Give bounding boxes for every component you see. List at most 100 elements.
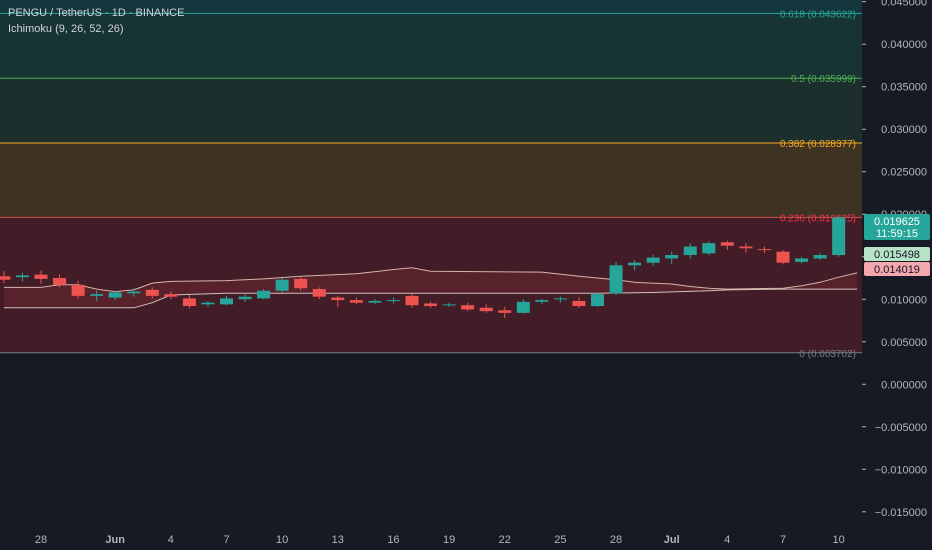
fib-zones (0, 0, 862, 353)
candle-body-11 (201, 302, 215, 305)
candle-body-13 (238, 296, 252, 300)
candles (0, 215, 846, 318)
candle-body-7 (127, 291, 141, 294)
fib-label-0.236: 0.236 (0.019625) (780, 213, 856, 224)
y-tick-label-9: 0.000000 (881, 379, 927, 391)
x-tick-label-2: 4 (168, 534, 174, 546)
candle-body-45 (832, 217, 846, 256)
x-tick-label-11: Jul (664, 534, 680, 546)
candle-body-0 (0, 276, 11, 280)
x-tick-label-6: 16 (387, 534, 399, 546)
cloud-upper-line (3, 267, 858, 293)
candle-body-15 (275, 279, 289, 291)
fib-zone-2 (0, 78, 862, 144)
x-tick-label-0: 28 (35, 534, 47, 546)
candle-body-27 (498, 310, 512, 313)
chart-symbol-title: PENGU / TetherUS · 1D · BINANCE (8, 7, 185, 19)
candle-body-44 (813, 255, 827, 259)
cloud-lower-line (3, 288, 858, 309)
candle-body-1 (15, 275, 29, 278)
x-tick-label-12: 4 (724, 534, 730, 546)
candle-body-20 (368, 300, 382, 303)
ichimoku-cloud (3, 267, 858, 309)
price-badge-2 (864, 262, 930, 276)
y-tick-label-2: 0.035000 (881, 82, 927, 94)
candle-body-12 (220, 298, 233, 305)
candle-body-17 (312, 289, 326, 297)
fib-label-0.5: 0.5 (0.035999) (791, 74, 856, 85)
candle-body-6 (108, 292, 122, 298)
candle-body-35 (646, 257, 660, 263)
candle-body-10 (182, 298, 196, 307)
y-tick-label-10: −0.005000 (875, 422, 927, 434)
candle-body-3 (53, 278, 67, 285)
candle-body-5 (90, 294, 104, 296)
candle-body-41 (757, 249, 771, 251)
candle-body-24 (442, 304, 456, 306)
fib-lines: 0.618 (0.043622) 0.5 (0.035999) 0.382 (0.0… (0, 9, 862, 360)
candle-body-28 (516, 301, 530, 313)
price-badge-sub-0: 11:59:15 (876, 228, 918, 240)
price-badge-1 (864, 247, 930, 261)
y-tick-label-4: 0.025000 (881, 167, 927, 179)
candle-body-21 (386, 300, 400, 302)
x-tick-label-8: 22 (499, 534, 511, 546)
candle-body-14 (257, 290, 271, 299)
x-tick-label-10: 28 (610, 534, 622, 546)
cloud-fill (3, 267, 858, 308)
candle-body-32 (591, 294, 604, 307)
candle-body-25 (461, 305, 475, 310)
candle-body-40 (739, 246, 753, 249)
y-tick-label-7: 0.010000 (881, 294, 927, 306)
fib-zone-1 (0, 13, 862, 79)
candle-body-19 (349, 300, 363, 303)
fib-label-0.618: 0.618 (0.043622) (780, 9, 856, 20)
candle-body-8 (145, 289, 159, 296)
fib-label-0.382: 0.382 (0.028377) (780, 139, 856, 150)
candle-body-4 (71, 284, 85, 296)
y-tick-label-1: 0.040000 (881, 39, 927, 51)
price-badge-value-2: 0.014019 (874, 264, 920, 276)
price-badge-0 (864, 214, 930, 240)
x-tick-label-13: 7 (780, 534, 786, 546)
y-tick-label-3: 0.030000 (881, 124, 927, 136)
x-tick-label-7: 19 (443, 534, 455, 546)
fib-label-0: 0 (0.003702) (799, 349, 856, 360)
candle-body-16 (294, 278, 308, 289)
fib-zone-0 (0, 0, 862, 14)
candle-body-38 (702, 243, 716, 254)
candle-body-9 (164, 294, 178, 297)
candle-body-30 (553, 298, 567, 300)
candle-body-29 (535, 300, 549, 302)
y-tick-label-0: 0.045000 (881, 0, 927, 9)
x-ticks: 28 Jun 4 7 10 13 16 19 22 25 28 Jul 4 7 10 (35, 534, 845, 546)
price-badge-value-1: 0.015498 (874, 249, 920, 261)
x-tick-label-1: Jun (105, 534, 125, 546)
candle-body-36 (665, 255, 679, 259)
candle-body-33 (609, 265, 623, 294)
x-tick-label-14: 10 (833, 534, 845, 546)
candle-body-37 (683, 246, 697, 256)
candle-body-34 (628, 262, 642, 266)
price-badge-value-0: 0.019625 (874, 216, 920, 228)
indicator-title: Ichimoku (9, 26, 52, 26) (8, 23, 124, 35)
x-tick-label-5: 13 (332, 534, 344, 546)
y-tick-label-12: −0.015000 (875, 507, 927, 519)
y-tick-label-8: 0.005000 (881, 337, 927, 349)
x-tick-label-9: 25 (554, 534, 566, 546)
candle-body-22 (405, 295, 419, 306)
candle-body-39 (720, 242, 734, 246)
candle-body-2 (34, 274, 48, 279)
fib-zone-3 (0, 143, 862, 218)
candle-body-23 (424, 303, 438, 307)
x-tick-label-3: 7 (223, 534, 229, 546)
y-tick-label-11: −0.010000 (875, 464, 927, 476)
fib-zone-4 (0, 217, 862, 353)
candle-body-31 (572, 300, 586, 307)
candle-body-18 (331, 297, 345, 301)
candle-body-43 (795, 258, 809, 262)
x-tick-label-4: 10 (276, 534, 288, 546)
time-axis-bg (0, 522, 932, 550)
